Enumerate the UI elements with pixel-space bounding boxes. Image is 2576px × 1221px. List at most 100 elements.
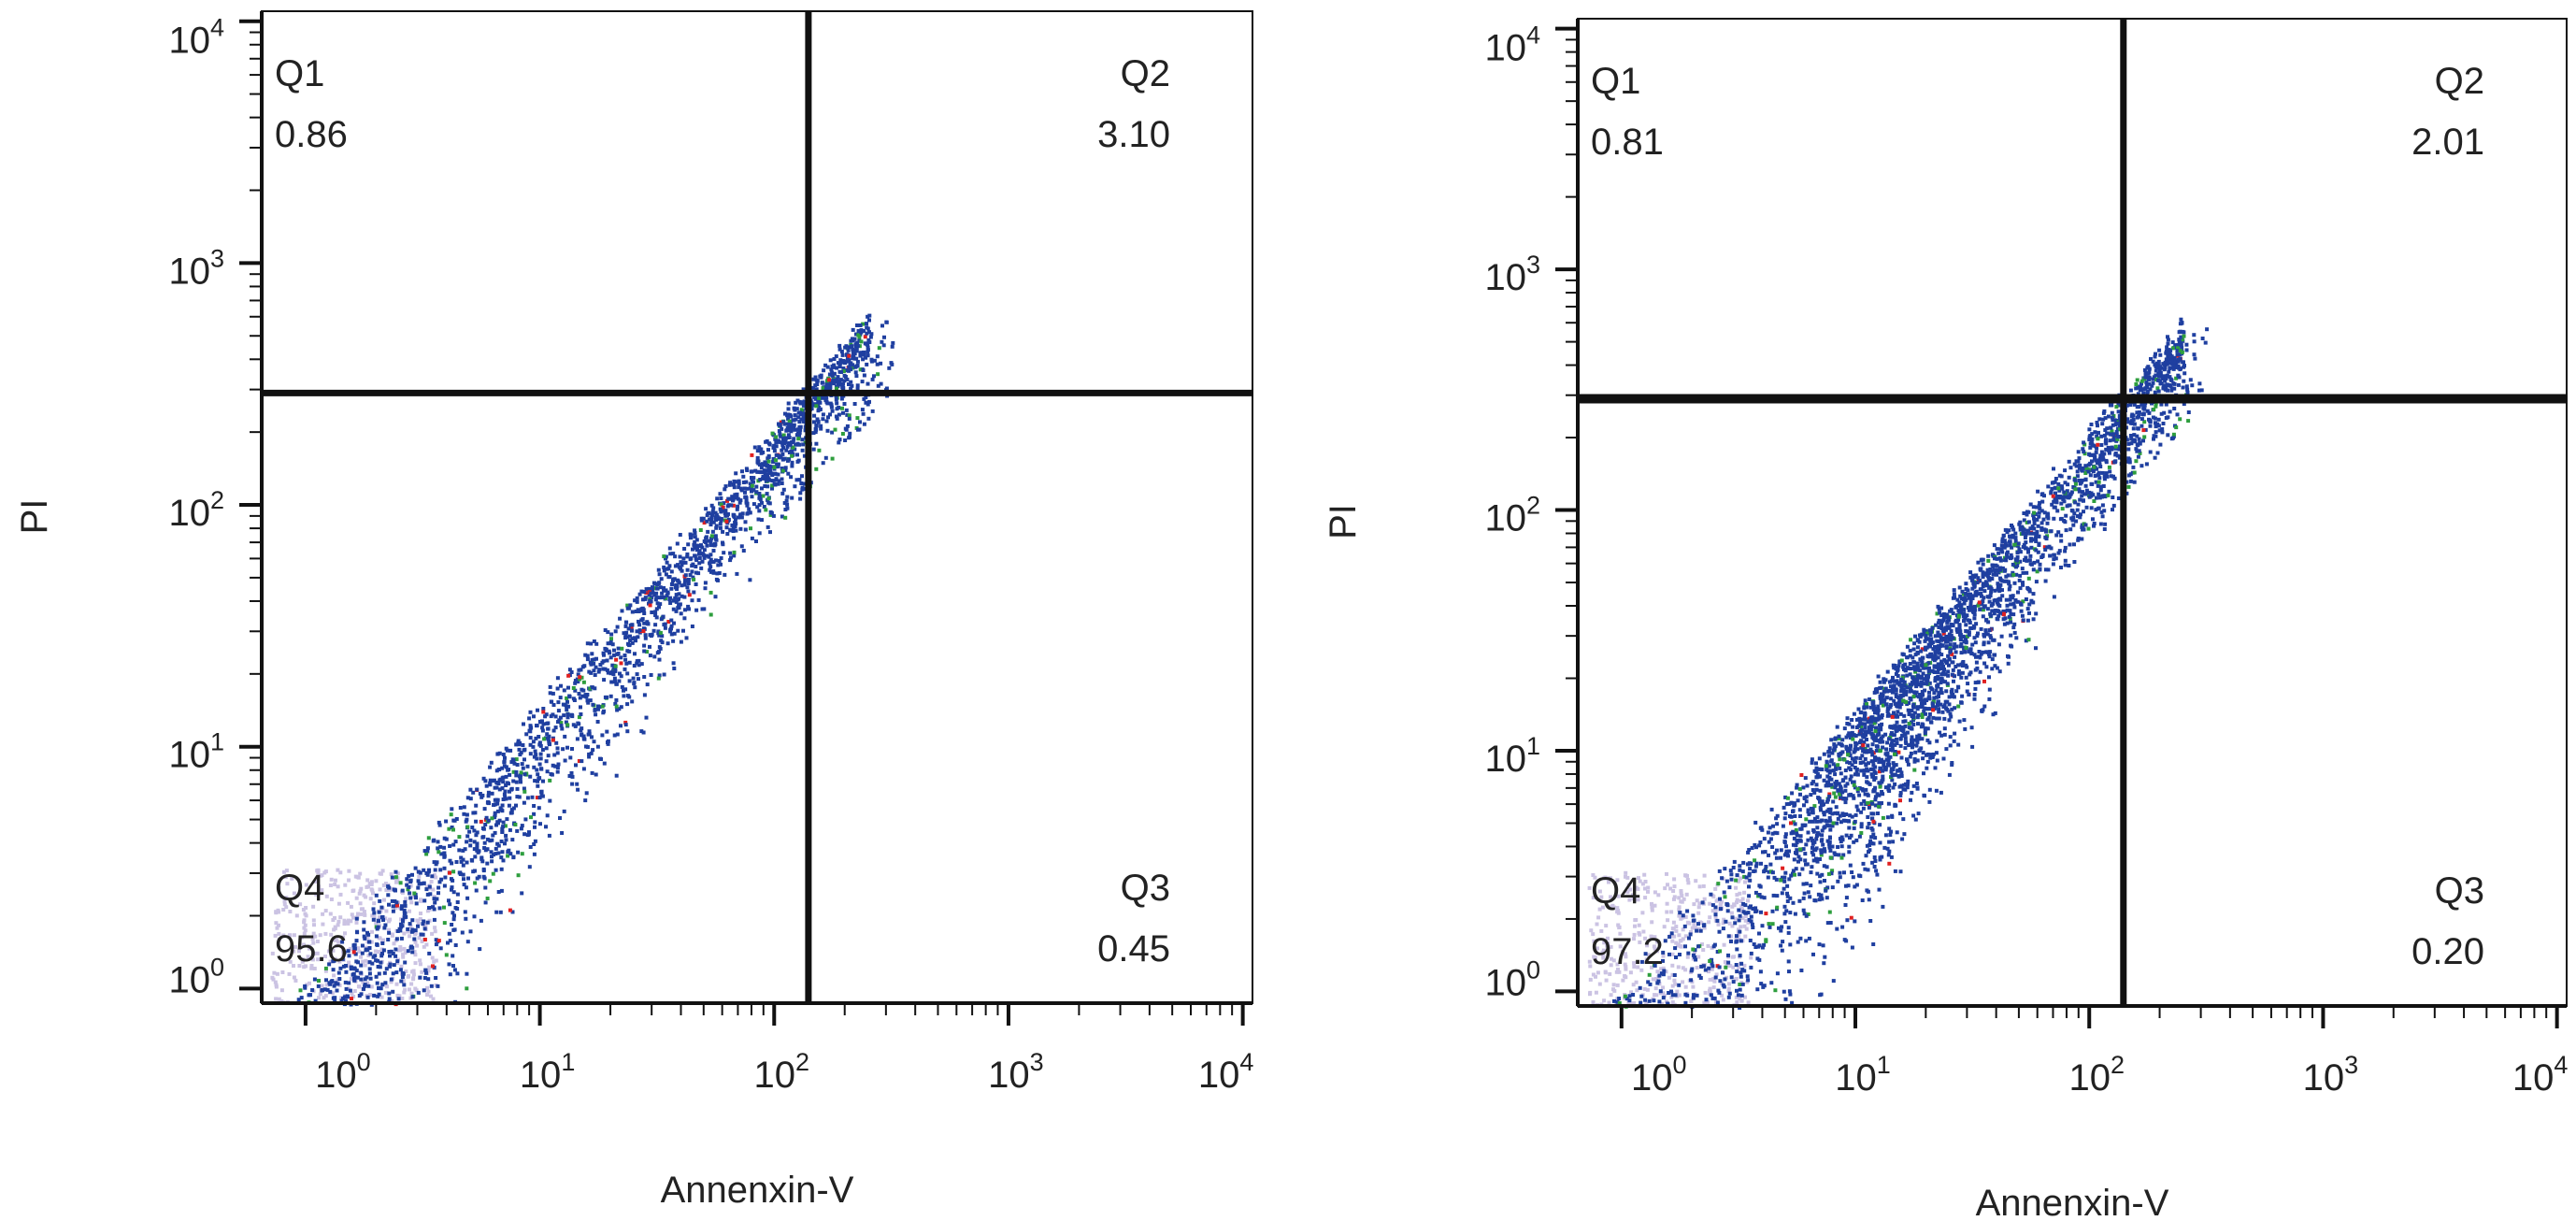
event-point (422, 976, 427, 980)
event-point (1752, 942, 1756, 946)
event-point (2090, 459, 2094, 464)
event-point (851, 327, 855, 332)
event-point (1770, 831, 1775, 836)
event-point (624, 630, 629, 635)
event-point (876, 383, 880, 388)
event-point (1835, 725, 1839, 729)
event-point (563, 758, 567, 763)
event-point (1808, 895, 1812, 899)
event-point (447, 962, 451, 967)
event-point (2052, 557, 2056, 562)
event-point (508, 796, 512, 800)
event-point (579, 712, 583, 716)
event-point (291, 903, 295, 907)
event-point (794, 400, 798, 405)
event-point (1624, 975, 1628, 980)
event-point (517, 747, 522, 752)
event-point (570, 747, 574, 751)
event-point (609, 669, 614, 674)
event-point (680, 563, 684, 567)
event-point (867, 399, 871, 404)
event-point (1789, 800, 1794, 805)
event-point (828, 358, 833, 363)
event-point (1654, 993, 1659, 998)
event-point (849, 338, 853, 343)
event-point (1735, 900, 1739, 905)
x-tick-label: 102 (753, 1048, 809, 1096)
event-point (501, 753, 506, 756)
event-point (404, 897, 408, 901)
event-point (1815, 871, 1820, 876)
event-point (424, 871, 429, 875)
event-point (458, 872, 463, 876)
event-point (1826, 783, 1831, 788)
event-point (1987, 599, 1992, 604)
event-point (1830, 869, 1835, 873)
event-point (708, 560, 713, 565)
event-point (2006, 573, 2011, 578)
event-point (1858, 756, 1863, 761)
tick-base: 10 (168, 21, 210, 62)
event-point (311, 904, 316, 909)
event-point (1973, 681, 1978, 685)
event-point (338, 892, 343, 897)
event-point (500, 830, 505, 834)
event-point (1669, 910, 1674, 914)
event-point (690, 569, 694, 574)
event-point (1684, 892, 1689, 897)
event-point (1792, 836, 1796, 840)
event-point (531, 740, 536, 744)
event-point (578, 696, 582, 700)
event-point (384, 888, 389, 892)
event-point (549, 772, 553, 776)
event-point (770, 483, 775, 488)
event-point (1597, 907, 1602, 912)
event-point (685, 552, 690, 556)
event-point (1989, 568, 1994, 573)
event-point (1695, 993, 1699, 998)
event-point (694, 565, 698, 568)
event-point (468, 843, 473, 848)
event-point (511, 769, 516, 774)
event-point (802, 481, 807, 486)
event-point (2060, 486, 2065, 491)
event-point (275, 971, 279, 976)
event-point (609, 632, 614, 637)
event-point (442, 836, 447, 840)
event-point (2034, 537, 2038, 541)
event-point (664, 572, 668, 577)
event-point (2174, 361, 2179, 366)
event-point (535, 724, 539, 728)
event-point (1877, 781, 1882, 785)
event-point (402, 912, 407, 916)
event-point (662, 595, 666, 599)
event-point (590, 657, 594, 662)
event-point (1871, 767, 1876, 771)
event-point (1894, 763, 1898, 768)
event-point (318, 992, 322, 997)
event-point (532, 842, 537, 846)
event-point (841, 369, 846, 374)
event-point (723, 487, 727, 492)
event-point (585, 641, 590, 646)
event-point (316, 870, 321, 875)
event-point (1976, 576, 1981, 581)
event-point (432, 917, 436, 922)
event-point (737, 485, 741, 490)
event-point (1831, 769, 1836, 773)
event-point (835, 407, 839, 411)
event-point (374, 934, 379, 939)
event-point (443, 875, 448, 880)
event-point (1995, 547, 1999, 552)
event-point (674, 599, 679, 604)
event-point (628, 603, 633, 608)
event-point (501, 825, 506, 829)
event-point (1850, 945, 1854, 950)
event-point (729, 503, 734, 508)
event-point (534, 753, 538, 757)
event-point (740, 469, 744, 474)
event-point (510, 838, 515, 842)
event-point (2102, 433, 2107, 438)
event-point (1959, 651, 1964, 655)
event-point (502, 792, 507, 797)
